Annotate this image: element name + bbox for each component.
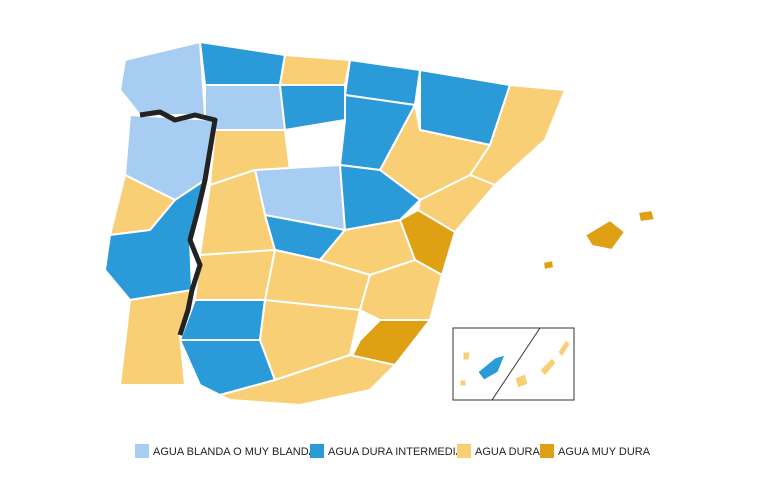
legend-label: AGUA DURA <box>475 446 540 458</box>
legend: AGUA BLANDA O MUY BLANDA AGUA DURA INTERM… <box>135 444 651 458</box>
legend-swatch <box>457 444 471 458</box>
region <box>462 351 471 361</box>
region <box>279 54 351 86</box>
region <box>119 289 193 386</box>
legend-swatch <box>310 444 324 458</box>
region <box>199 41 286 86</box>
legend-swatch <box>135 444 149 458</box>
legend-label: AGUA DURA INTERMEDIA <box>328 446 464 458</box>
regions <box>104 41 656 406</box>
region <box>539 357 557 377</box>
legend-label: AGUA MUY DURA <box>558 446 651 458</box>
region <box>194 249 276 301</box>
region <box>119 41 206 116</box>
canary-inset <box>452 327 575 401</box>
region <box>279 84 346 131</box>
region <box>459 379 467 387</box>
region <box>417 174 496 233</box>
region <box>339 164 421 231</box>
region <box>637 209 656 223</box>
region <box>514 373 529 389</box>
inset-frame <box>452 327 575 401</box>
region <box>557 339 571 358</box>
region <box>584 219 626 251</box>
border-line <box>139 109 218 336</box>
legend-swatch <box>540 444 554 458</box>
legend-label: AGUA BLANDA O MUY BLANDA <box>153 446 317 458</box>
region <box>179 299 266 341</box>
region <box>542 259 555 271</box>
region <box>219 354 396 406</box>
region <box>204 84 286 131</box>
inset-divider <box>491 327 541 401</box>
region <box>477 354 506 381</box>
